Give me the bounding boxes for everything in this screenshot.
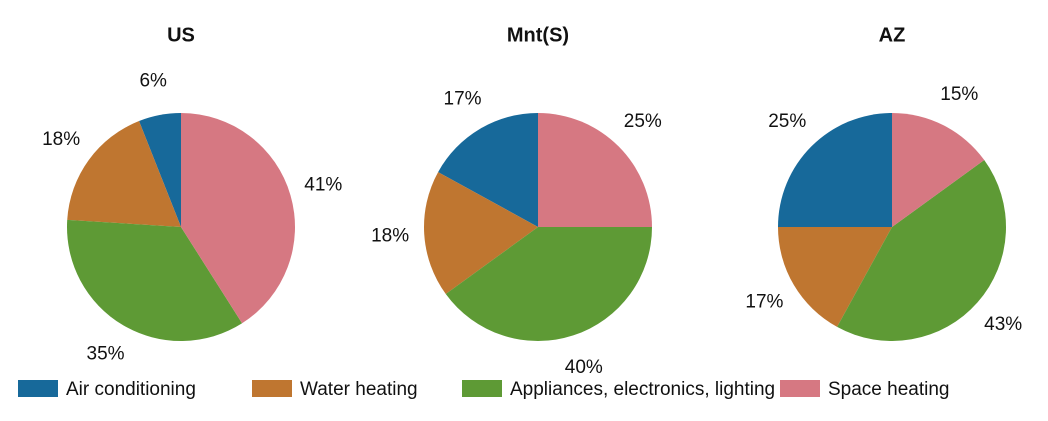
pie-slice [181,113,295,324]
pie-slice [445,227,652,341]
pie-slice [423,172,538,295]
slice-label: 15% [940,84,978,105]
pie-slice [538,113,652,227]
slice-label: 40% [565,357,603,378]
pie-title: AZ [879,24,906,46]
pie-slice [892,113,985,227]
slice-label: 25% [768,111,806,132]
slice-label: 35% [87,344,125,365]
slice-label: 17% [444,88,482,109]
pie-slice [778,113,892,227]
legend-label: Appliances, electronics, lighting [510,379,775,400]
legend-swatch [780,380,820,397]
slice-label: 25% [624,111,662,132]
pie-slice [438,113,538,227]
slice-label: 6% [139,70,167,91]
legend-label: Space heating [828,379,950,400]
pie-slice [778,227,892,327]
legend-label: Water heating [300,379,418,400]
pie-title: Mnt(S) [507,24,569,46]
slice-label: 17% [745,291,783,312]
legend-swatch [462,380,502,397]
slice-label: 41% [304,175,342,196]
slice-label: 43% [984,314,1022,335]
pie-slice [139,113,181,227]
slice-label: 18% [42,129,80,150]
legend-label: Air conditioning [66,379,196,400]
pie-title: US [167,24,195,46]
pie-slice [67,121,181,227]
slice-label: 18% [371,225,409,246]
pie-slice [837,159,1006,341]
pie-slice [66,219,243,341]
legend-swatch [252,380,292,397]
legend-swatch [18,380,58,397]
